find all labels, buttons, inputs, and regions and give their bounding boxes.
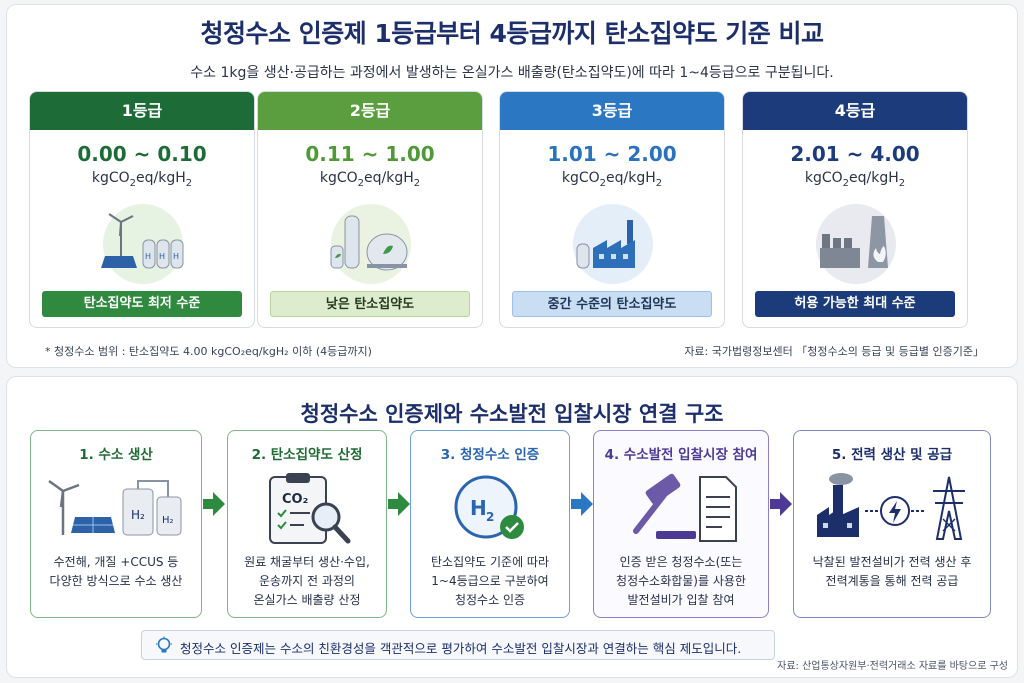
flow-arrow-icon <box>203 492 225 516</box>
hydrogen-tank-icon: H₂ H₂ <box>122 480 182 536</box>
svg-text:H₂: H₂ <box>162 515 174 526</box>
production-illustration: H₂ H₂ <box>31 471 201 545</box>
grade-card-4: 4등급 2.01 ~ 4.00 kgCO2eq/kgH2 허용 가능한 최대 수… <box>742 91 968 328</box>
step-title: 3. 청정수소 인증 <box>440 447 540 463</box>
grade-label: 2등급 <box>258 92 482 130</box>
grade-label: 4등급 <box>743 92 967 130</box>
solar-panel-icon <box>71 517 115 533</box>
svg-text:H: H <box>159 252 165 261</box>
step-power-generation-supply: 5. 전력 생산 및 공급 <box>793 430 991 618</box>
scope-note: * 청정수소 범위 : 탄소집약도 4.00 kgCO₂eq/kgH₂ 이하 (… <box>45 345 372 358</box>
renewable-hydrogen-icon: H H H <box>101 204 184 284</box>
svg-text:H: H <box>173 252 179 261</box>
step-title: 5. 전력 생산 및 공급 <box>831 447 953 463</box>
step-carbon-intensity-calculation: 2. 탄소집약도 산정 CO₂ 원료 채굴부터 생산·수입, 운송까지 전 과정의… <box>227 430 387 618</box>
grade-range: 0.00 ~ 0.10 <box>77 142 207 166</box>
grade-badge: 탄소집약도 최저 수준 <box>42 291 242 317</box>
grade-card-3: 3등급 1.01 ~ 2.00 kgCO2eq/kgH2 중간 수준의 탄소집약… <box>499 91 725 328</box>
grade-unit: kgCO2eq/kgH2 <box>319 170 421 189</box>
step-hydrogen-production: 1. 수소 생산 H₂ H₂ 수전해, 개질 +CCUS <box>30 430 202 618</box>
gavel-icon <box>633 473 696 539</box>
hydrogen-tank-icon <box>330 204 411 284</box>
grade-unit: kgCO2eq/kgH2 <box>804 170 906 189</box>
source-note: 자료: 국가법령정보센터 「청정수소의 등급 및 등급별 인증기준」 <box>684 345 984 358</box>
step-description: 낙찰된 발전설비가 전력 생산 후 전력계통을 통해 전력 공급 <box>812 555 972 588</box>
step-description: 원료 채굴부터 생산·수입, 운송까지 전 과정의 온실가스 배출량 산정 <box>244 555 370 607</box>
svg-text:2: 2 <box>486 510 494 524</box>
grade-label: 1등급 <box>30 92 254 130</box>
factory-icon <box>573 204 653 284</box>
step-title: 4. 수소발전 입찰시장 참여 <box>604 447 758 463</box>
svg-text:H: H <box>145 252 151 261</box>
step-description: 수전해, 개질 +CCUS 등 다양한 방식으로 수소 생산 <box>49 555 183 588</box>
wind-turbine-icon <box>48 479 80 535</box>
grade-card-2: 2등급 0.11 ~ 1.00 kgCO2eq/kgH2 낮은 탄소집약도 <box>257 91 483 328</box>
key-message-box: 청정수소 인증제는 수소의 친환경성을 객관적으로 평가하여 수소발전 입찰시장… <box>141 630 775 660</box>
grade-badge: 낮은 탄소집약도 <box>270 291 470 317</box>
grade-range: 1.01 ~ 2.00 <box>547 142 677 166</box>
lightning-icon <box>865 496 925 526</box>
flow-arrow-icon <box>388 492 410 516</box>
step-title: 1. 수소 생산 <box>79 447 153 463</box>
flow-arrow-icon <box>770 492 792 516</box>
svg-text:H: H <box>470 496 487 520</box>
step-description: 인증 받은 청정수소(또는 청정수소화합물)를 사용한 발전설비가 입찰 참여 <box>616 555 746 607</box>
power-supply-illustration <box>794 471 990 545</box>
grade-badge: 중간 수준의 탄소집약도 <box>512 291 712 317</box>
transmission-tower-icon <box>933 476 965 540</box>
flow-arrow-icon <box>571 492 593 516</box>
page-title: 청정수소 인증제 1등급부터 4등급까지 탄소집약도 기준 비교 <box>200 19 824 48</box>
grade-card-1: 1등급 0.00 ~ 0.10 kgCO2eq/kgH2 H H H 탄소집약도… <box>29 91 255 328</box>
power-plant-icon <box>816 204 896 284</box>
magnifier-icon <box>311 502 351 544</box>
grade-unit: kgCO2eq/kgH2 <box>91 170 193 189</box>
certification-illustration: H 2 <box>411 471 569 545</box>
hydrogen-badge-icon: H 2 <box>454 475 518 539</box>
grade-label: 3등급 <box>500 92 724 130</box>
step-description: 탄소집약도 기준에 따라 1~4등급으로 구분하여 청정수소 인증 <box>430 555 550 607</box>
grade-range: 0.11 ~ 1.00 <box>305 142 435 166</box>
clipboard-icon: CO₂ <box>269 473 327 544</box>
step-clean-hydrogen-certification: 3. 청정수소 인증 H 2 탄소집약도 기준에 따라 1~4등급으로 구분하여 청… <box>410 430 570 618</box>
power-plant-icon <box>817 473 859 537</box>
page-subtitle: 수소 1kg을 생산·공급하는 과정에서 발생하는 온실가스 배출량(탄소집약도… <box>190 65 834 81</box>
step-bidding-market-participation: 4. 수소발전 입찰시장 참여 인증 받은 청정수소(또는 청정수소화합물)를 사… <box>593 430 769 618</box>
source-note: 자료: 산업통상자원부·전력거래소 자료를 바탕으로 구성 <box>777 661 1008 672</box>
key-message: 청정수소 인증제는 수소의 친환경성을 객관적으로 평가하여 수소발전 입찰시장… <box>180 641 742 656</box>
grade-unit: kgCO2eq/kgH2 <box>561 170 663 189</box>
check-icon <box>500 515 524 539</box>
lightbulb-icon <box>156 636 172 653</box>
document-icon <box>699 476 737 542</box>
grade-range: 2.01 ~ 4.00 <box>790 142 920 166</box>
calculation-illustration: CO₂ <box>228 471 386 545</box>
svg-text:CO₂: CO₂ <box>282 492 308 507</box>
section-title: 청정수소 인증제와 수소발전 입찰시장 연결 구조 <box>300 402 724 426</box>
grade-badge: 허용 가능한 최대 수준 <box>755 291 955 317</box>
bidding-illustration <box>594 471 768 545</box>
step-title: 2. 탄소집약도 산정 <box>251 447 363 463</box>
svg-text:H₂: H₂ <box>131 508 145 522</box>
